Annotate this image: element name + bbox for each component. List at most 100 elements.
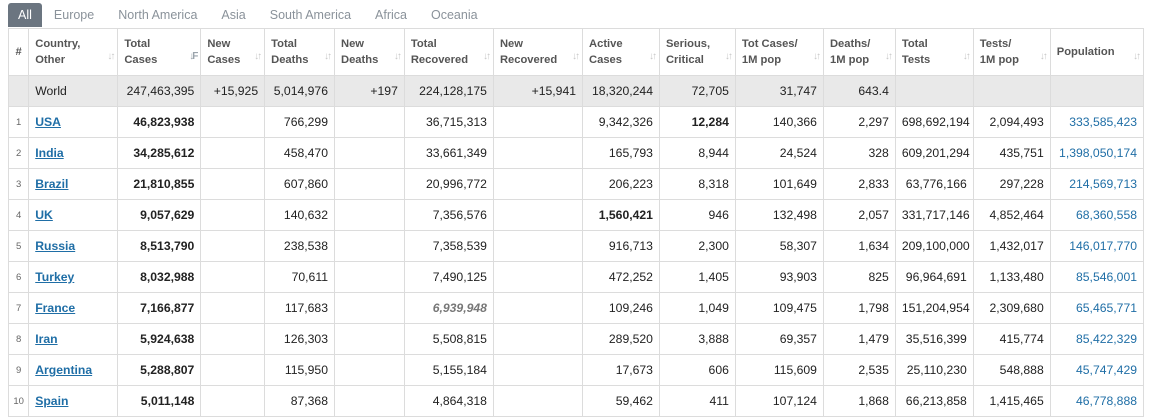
deaths-per-1m: 2,833	[822, 168, 896, 200]
country-cell: Iran	[28, 323, 119, 355]
new-recovered	[492, 292, 584, 324]
tests-per-1m: 1,133,480	[972, 261, 1051, 293]
tab-africa[interactable]: Africa	[375, 8, 407, 22]
population-link[interactable]: 85,546,001	[1076, 270, 1137, 284]
sort-arrows-icon[interactable]: ↓↑	[393, 51, 402, 62]
sort-arrows-icon[interactable]: ↓↑	[482, 51, 491, 62]
country-link[interactable]: Iran	[35, 332, 58, 346]
total-recovered: 7,490,125	[403, 261, 494, 293]
population-link[interactable]: 214,569,713	[1069, 177, 1137, 191]
tests-per-1m: 2,094,493	[972, 106, 1051, 138]
country-link[interactable]: Brazil	[35, 177, 69, 191]
population	[1049, 75, 1145, 107]
tab-oceania[interactable]: Oceania	[431, 8, 478, 22]
total-deaths: 126,303	[264, 323, 335, 355]
population-cell: 68,360,558	[1049, 199, 1145, 231]
population-link[interactable]: 85,422,329	[1076, 332, 1137, 346]
col-header-new-deaths[interactable]: New Deaths ↓↑	[333, 28, 405, 76]
new-deaths	[333, 261, 405, 293]
sort-desc-icon[interactable]: ↓F	[189, 51, 198, 62]
new-cases	[200, 168, 266, 200]
total-cases: 7,166,877	[117, 292, 202, 324]
new-recovered	[492, 230, 584, 262]
table-row: 5 Russia 8,513,790 238,538 7,358,539 916,713 2…	[7, 230, 1145, 262]
serious-critical: 72,705	[658, 75, 736, 107]
sort-arrows-icon[interactable]: ↓↑	[323, 51, 332, 62]
population-cell: 46,778,888	[1049, 385, 1145, 417]
serious-critical: 12,284	[658, 106, 736, 138]
table-row: 10 Spain 5,011,148 87,368 4,864,318 59,462 411…	[7, 385, 1145, 417]
population-link[interactable]: 45,747,429	[1076, 363, 1137, 377]
col-header-total-cases[interactable]: Total Cases ↓F	[117, 28, 202, 76]
cases-per-1m: 109,475	[734, 292, 824, 324]
population-link[interactable]: 146,017,770	[1069, 239, 1137, 253]
col-header-index: #	[7, 28, 30, 76]
col-header-total-recovered[interactable]: Total Recovered ↓↑	[403, 28, 494, 76]
col-header-cases-per-1m[interactable]: Tot Cases/1M pop ↓↑	[734, 28, 824, 76]
deaths-per-1m: 2,535	[822, 354, 896, 386]
sort-arrows-icon[interactable]: ↓↑	[572, 51, 580, 62]
sort-arrows-icon[interactable]: ↓↑	[254, 51, 262, 62]
cases-per-1m: 24,524	[734, 137, 824, 169]
total-cases: 8,032,988	[117, 261, 202, 293]
tests-per-1m: 548,888	[972, 354, 1051, 386]
total-recovered: 5,155,184	[403, 354, 494, 386]
cases-per-1m: 69,357	[734, 323, 824, 355]
new-cases	[200, 261, 266, 293]
total-recovered: 4,864,318	[403, 385, 494, 417]
sort-arrows-icon[interactable]: ↓↑	[724, 51, 733, 62]
table-header-row: # Country, Other ↓↑ Total Cases ↓F New Cases ↓…	[7, 28, 1145, 76]
total-cases: 5,924,638	[117, 323, 202, 355]
continent-tabs: All Europe North America Asia South Amer…	[8, 3, 490, 29]
tab-asia[interactable]: Asia	[221, 8, 246, 22]
country-link[interactable]: Russia	[35, 239, 76, 253]
country-link[interactable]: France	[35, 301, 76, 315]
tab-all[interactable]: All	[8, 3, 42, 27]
country-link[interactable]: India	[35, 146, 64, 160]
population-link[interactable]: 1,398,050,174	[1059, 146, 1137, 160]
total-cases: 5,011,148	[117, 385, 202, 417]
total-tests: 151,204,954	[894, 292, 974, 324]
total-cases: 34,285,612	[117, 137, 202, 169]
col-header-total-tests[interactable]: Total Tests ↓↑	[894, 28, 974, 76]
total-deaths: 238,538	[264, 230, 335, 262]
active-cases: 206,223	[582, 168, 660, 200]
population-link[interactable]: 65,465,771	[1076, 301, 1137, 315]
total-deaths: 115,950	[264, 354, 335, 386]
tab-south-america[interactable]: South America	[269, 8, 352, 22]
country-link[interactable]: UK	[35, 208, 53, 222]
sort-arrows-icon[interactable]: ↓↑	[1039, 51, 1048, 62]
population-cell: 333,585,423	[1049, 106, 1145, 138]
sort-arrows-icon[interactable]: ↓↑	[884, 51, 893, 62]
sort-arrows-icon[interactable]: ↓↑	[107, 51, 115, 62]
population-link[interactable]: 68,360,558	[1076, 208, 1137, 222]
tab-europe[interactable]: Europe	[53, 8, 95, 22]
col-header-tests-per-1m[interactable]: Tests/1M pop ↓↑	[972, 28, 1051, 76]
new-recovered	[492, 323, 584, 355]
col-header-active-cases[interactable]: Active Cases ↓↑	[582, 28, 660, 76]
population-link[interactable]: 46,778,888	[1076, 394, 1137, 408]
tab-north-america[interactable]: North America	[118, 8, 198, 22]
col-header-serious-critical[interactable]: Serious, Critical ↓↑	[658, 28, 736, 76]
deaths-per-1m: 2,297	[822, 106, 896, 138]
total-tests: 66,213,858	[894, 385, 974, 417]
country-link[interactable]: Argentina	[35, 363, 93, 377]
country-link[interactable]: Turkey	[35, 270, 75, 284]
col-header-deaths-per-1m[interactable]: Deaths/1M pop ↓↑	[822, 28, 896, 76]
col-header-new-recovered[interactable]: New Recovered ↓↑	[492, 28, 584, 76]
country-link[interactable]: Spain	[35, 394, 69, 408]
serious-critical: 8,318	[658, 168, 736, 200]
col-header-population[interactable]: Population ↓↑	[1049, 28, 1145, 76]
population-link[interactable]: 333,585,423	[1069, 115, 1137, 129]
serious-critical: 946	[658, 199, 736, 231]
col-header-total-deaths[interactable]: Total Deaths ↓↑	[264, 28, 335, 76]
col-header-country[interactable]: Country, Other ↓↑	[28, 28, 119, 76]
new-recovered	[492, 354, 584, 386]
sort-arrows-icon[interactable]: ↓↑	[1133, 51, 1141, 62]
sort-arrows-icon[interactable]: ↓↑	[812, 51, 821, 62]
country-link[interactable]: USA	[35, 115, 61, 129]
col-header-new-cases[interactable]: New Cases ↓↑	[200, 28, 266, 76]
sort-arrows-icon[interactable]: ↓↑	[962, 51, 971, 62]
sort-arrows-icon[interactable]: ↓↑	[648, 51, 657, 62]
deaths-per-1m: 643.4	[822, 75, 896, 107]
